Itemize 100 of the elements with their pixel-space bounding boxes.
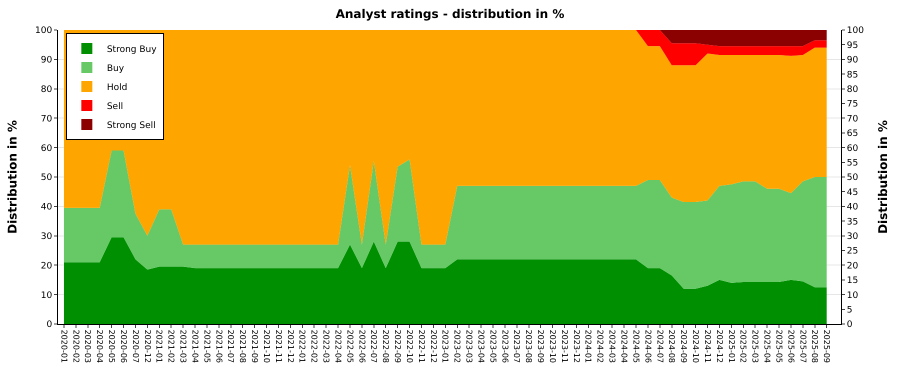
y-tick-label: 100 <box>35 26 52 36</box>
x-tick-label: 2022-04 <box>333 330 342 364</box>
x-tick-label: 2022-03 <box>322 330 331 364</box>
y2-tick-label: 15 <box>846 276 858 286</box>
y2-tick-label: 25 <box>846 246 858 257</box>
x-tick-label: 2023-11 <box>560 330 569 364</box>
y2-tick-label: 65 <box>846 129 858 140</box>
x-tick-label: 2023-10 <box>548 330 557 364</box>
x-tick-label: 2025-01 <box>726 330 736 364</box>
x-tick-label: 2024-04 <box>620 330 628 364</box>
x-tick-label: 2024-01 <box>584 330 593 364</box>
x-tick-label: 2020-04 <box>95 330 104 364</box>
legend-label: Strong Sell <box>106 120 156 131</box>
y2-tick-label: 95 <box>846 40 858 51</box>
y2-tick-label: 85 <box>846 70 858 80</box>
legend-label: Buy <box>106 64 125 74</box>
legend-label: Strong Buy <box>106 44 158 55</box>
x-tick-label: 2022-01 <box>298 330 307 364</box>
x-tick-label: 2025-05 <box>774 330 784 364</box>
x-tick-label: 2024-09 <box>679 330 688 364</box>
y2-tick-label: 80 <box>846 84 859 95</box>
x-tick-label: 2024-06 <box>643 330 652 364</box>
x-tick-label: 2021-07 <box>226 330 236 364</box>
y2-axis-title: Distribution in % <box>876 120 890 234</box>
y2-tick-label: 0 <box>846 320 853 330</box>
x-tick-label: 2022-10 <box>404 330 414 364</box>
x-tick-label: 2023-06 <box>500 330 510 364</box>
y2-tick-label: 45 <box>846 188 858 198</box>
x-tick-label: 2022-09 <box>393 330 402 364</box>
y2-tick-label: 50 <box>846 173 859 184</box>
x-tick-label: 2021-08 <box>238 330 248 364</box>
x-tick-label: 2021-10 <box>262 330 271 364</box>
y2-tick-label: 100 <box>846 26 864 36</box>
y2-tick-label: 55 <box>846 158 858 168</box>
x-tick-label: 2020-12 <box>142 330 152 364</box>
x-tick-label: 2025-07 <box>798 330 808 364</box>
y-tick-label: 80 <box>40 84 52 95</box>
x-tick-label: 2020-01 <box>59 330 68 364</box>
x-tick-label: 2024-02 <box>596 330 605 364</box>
x-tick-label: 2022-11 <box>416 330 426 364</box>
x-tick-label: 2021-11 <box>274 330 283 364</box>
x-tick-label: 2023-02 <box>452 330 462 364</box>
x-tick-label: 2020-06 <box>118 330 128 364</box>
y-tick-label: 50 <box>40 173 52 184</box>
legend-label: Hold <box>106 82 128 93</box>
y-tick-label: 40 <box>40 202 52 213</box>
y2-tick-label: 75 <box>846 100 858 110</box>
x-tick-label: 2024-11 <box>702 330 712 364</box>
x-tick-label: 2022-07 <box>369 330 378 364</box>
x-tick-label: 2024-10 <box>691 330 700 364</box>
y2-tick-label: 40 <box>846 202 859 213</box>
x-tick-label: 2022-05 <box>345 330 354 364</box>
y2-tick-label: 10 <box>846 290 859 301</box>
y2-tick-label: 60 <box>846 144 859 154</box>
x-tick-label: 2025-03 <box>750 330 760 364</box>
x-tick-label: 2024-12 <box>714 330 724 364</box>
x-tick-label: 2025-04 <box>762 330 772 364</box>
y-tick-label: 60 <box>40 144 52 154</box>
x-tick-label: 2021-04 <box>190 330 200 364</box>
y2-tick-label: 35 <box>846 217 858 228</box>
x-tick-label: 2024-05 <box>631 330 640 364</box>
y2-tick-label: 90 <box>846 56 859 66</box>
x-tick-label: 2022-12 <box>428 330 438 364</box>
y2-tick-label: 5 <box>846 305 853 316</box>
y-tick-label: 70 <box>40 114 52 124</box>
legend-label: Sell <box>106 102 124 112</box>
x-tick-label: 2025-06 <box>786 330 796 364</box>
x-tick-label: 2023-04 <box>476 330 486 364</box>
x-tick-label: 2020-02 <box>71 330 80 364</box>
x-tick-label: 2023-03 <box>464 330 474 364</box>
x-tick-label: 2024-07 <box>655 330 664 364</box>
x-tick-label: 2023-05 <box>488 330 498 364</box>
x-tick-label: 2020-03 <box>83 330 92 364</box>
x-tick-label: 2020-05 <box>107 330 116 364</box>
chart-title: Analyst ratings - distribution in % <box>336 6 564 21</box>
x-tick-label: 2021-02 <box>166 330 176 364</box>
x-tick-label: 2022-06 <box>357 330 366 364</box>
y-tick-label: 30 <box>40 232 52 242</box>
y2-tick-label: 20 <box>846 261 859 272</box>
y-tick-label: 90 <box>40 56 52 66</box>
x-tick-label: 2024-08 <box>667 330 676 364</box>
y-tick-label: 10 <box>40 290 52 301</box>
x-tick-label: 2022-02 <box>310 330 319 364</box>
x-tick-label: 2021-05 <box>202 330 212 364</box>
x-tick-label: 2025-09 <box>822 330 832 364</box>
x-tick-label: 2021-06 <box>214 330 224 364</box>
y2-tick-label: 30 <box>846 232 859 242</box>
x-tick-label: 2025-08 <box>810 330 820 364</box>
x-tick-label: 2023-09 <box>536 330 546 364</box>
x-tick-label: 2023-08 <box>524 330 534 364</box>
x-tick-label: 2025-02 <box>738 330 748 364</box>
y-axis-title: Distribution in % <box>5 120 20 234</box>
y-tick-label: 0 <box>46 320 52 330</box>
x-tick-label: 2023-07 <box>512 330 522 364</box>
y2-tick-label: 70 <box>846 114 859 124</box>
x-tick-label: 2021-01 <box>154 330 164 364</box>
y-tick-label: 20 <box>40 261 52 272</box>
x-tick-label: 2021-12 <box>286 330 295 364</box>
x-tick-label: 2021-03 <box>178 330 188 364</box>
x-tick-label: 2022-08 <box>381 330 390 364</box>
